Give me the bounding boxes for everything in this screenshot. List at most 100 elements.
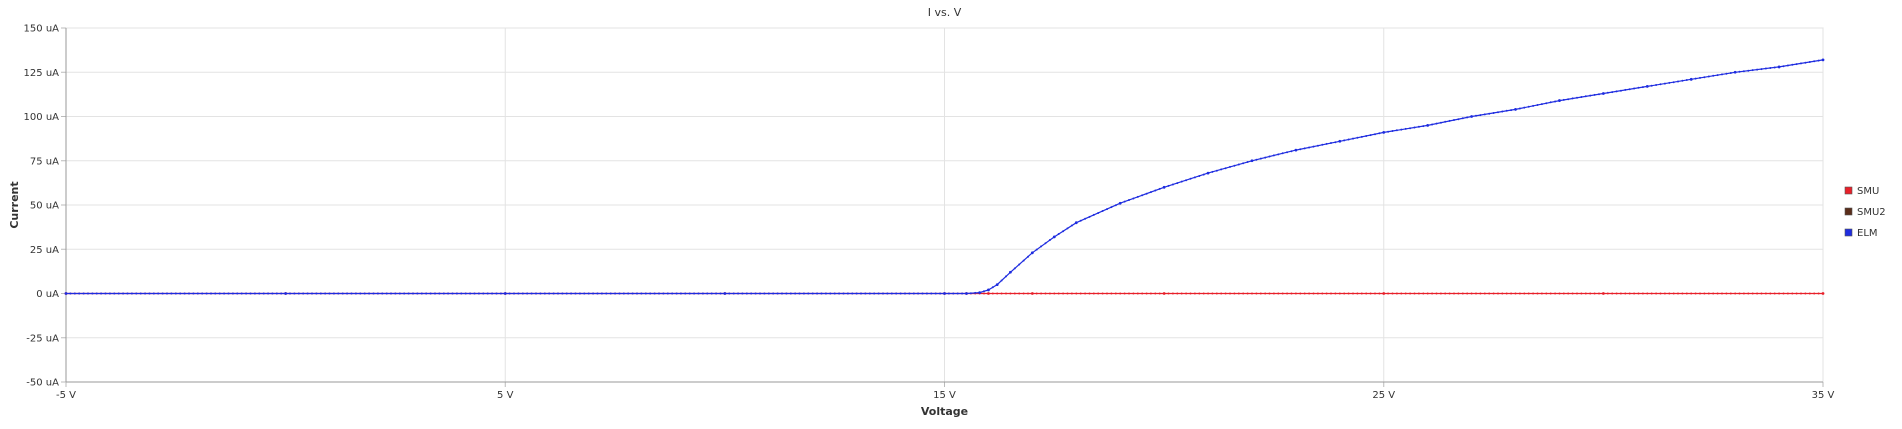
- marker-smu: [1628, 292, 1631, 295]
- marker-elm: [499, 292, 502, 295]
- marker-elm: [794, 292, 797, 295]
- marker-elm: [1413, 126, 1416, 129]
- marker-smu: [1286, 292, 1289, 295]
- marker-elm: [1589, 94, 1592, 97]
- marker-elm: [1365, 135, 1368, 137]
- marker-elm: [1325, 142, 1328, 145]
- marker-elm: [1246, 161, 1249, 163]
- marker-elm: [1123, 200, 1126, 203]
- marker-elm: [517, 292, 520, 295]
- marker-elm: [868, 292, 871, 295]
- marker-elm: [398, 292, 401, 295]
- marker-elm: [1505, 109, 1508, 112]
- marker-smu: [991, 292, 994, 295]
- marker-elm: [565, 292, 568, 295]
- marker-elm: [205, 292, 208, 295]
- marker-elm: [407, 292, 410, 295]
- marker-smu: [1431, 292, 1434, 295]
- marker-elm: [1619, 89, 1622, 92]
- marker-elm: [1694, 77, 1697, 80]
- marker-elm: [658, 292, 660, 295]
- marker-elm: [275, 292, 278, 295]
- marker-elm: [289, 292, 291, 295]
- marker-smu: [1365, 292, 1368, 295]
- marker-elm: [1545, 102, 1548, 105]
- marker-elm: [271, 292, 274, 295]
- marker-smu: [1009, 292, 1012, 295]
- y-tick-label: -25 uA: [26, 333, 59, 344]
- marker-elm: [1171, 183, 1174, 186]
- marker-smu: [1088, 292, 1091, 295]
- marker-elm: [1536, 104, 1539, 106]
- marker-elm: [280, 292, 283, 295]
- marker-elm: [1641, 86, 1644, 89]
- marker-smu: [1567, 292, 1570, 295]
- marker-elm: [258, 292, 261, 295]
- marker-smu: [983, 292, 985, 295]
- marker-smu: [1817, 292, 1820, 295]
- marker-elm: [1558, 99, 1561, 102]
- marker-smu: [1369, 292, 1372, 295]
- marker-elm: [965, 292, 968, 295]
- marker-elm: [1387, 130, 1390, 133]
- marker-elm: [324, 292, 327, 295]
- marker-elm: [1488, 112, 1491, 115]
- marker-elm: [943, 292, 946, 295]
- marker-smu: [1584, 292, 1587, 295]
- marker-smu: [1435, 292, 1438, 295]
- marker-elm: [842, 292, 845, 295]
- marker-elm: [513, 292, 515, 295]
- marker-smu: [1005, 292, 1007, 295]
- marker-elm: [262, 292, 265, 295]
- y-tick-label: -50 uA: [26, 378, 59, 389]
- marker-elm: [1290, 150, 1293, 153]
- marker-smu: [1554, 292, 1557, 295]
- marker-elm: [1316, 144, 1319, 147]
- marker-elm: [227, 292, 230, 295]
- marker-elm: [253, 292, 256, 295]
- marker-elm: [218, 292, 221, 295]
- marker-elm: [535, 292, 537, 295]
- marker-elm: [1554, 100, 1557, 103]
- marker-elm: [706, 292, 709, 295]
- marker-elm: [161, 292, 164, 295]
- marker-elm: [403, 292, 406, 295]
- marker-smu: [1576, 292, 1578, 295]
- marker-elm: [925, 292, 928, 295]
- marker-elm: [1013, 267, 1016, 270]
- marker-elm: [183, 292, 186, 295]
- marker-smu: [1268, 292, 1271, 295]
- marker-elm: [1703, 76, 1706, 79]
- marker-smu: [1536, 292, 1539, 295]
- marker-smu: [1062, 292, 1065, 295]
- marker-elm: [679, 292, 682, 295]
- marker-elm: [1475, 114, 1477, 117]
- marker-smu: [1426, 292, 1429, 295]
- marker-smu: [1316, 292, 1319, 295]
- marker-smu: [1488, 292, 1491, 295]
- marker-smu: [1514, 292, 1517, 295]
- marker-smu: [1545, 292, 1548, 295]
- marker-elm: [618, 292, 621, 295]
- marker-elm: [860, 292, 862, 295]
- marker-elm: [1211, 170, 1214, 173]
- marker-elm: [346, 292, 349, 295]
- marker-elm: [267, 292, 270, 295]
- marker-elm: [1663, 82, 1666, 85]
- marker-smu: [1475, 292, 1477, 295]
- marker-elm: [1817, 59, 1820, 62]
- marker-elm: [1277, 153, 1280, 156]
- marker-elm: [1259, 157, 1262, 160]
- marker-elm: [223, 292, 226, 295]
- marker-smu: [1773, 292, 1776, 295]
- marker-elm: [587, 292, 590, 295]
- marker-smu: [1215, 292, 1218, 295]
- marker-smu: [1672, 292, 1675, 295]
- marker-elm: [1518, 107, 1521, 110]
- marker-elm: [776, 292, 779, 295]
- marker-elm: [543, 292, 546, 295]
- marker-elm: [1461, 117, 1464, 120]
- marker-elm: [1163, 186, 1166, 189]
- marker-elm: [306, 292, 309, 295]
